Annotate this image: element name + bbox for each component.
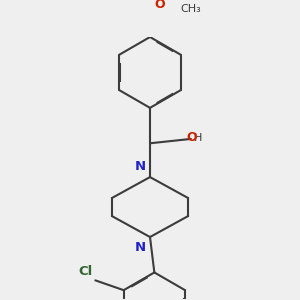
Text: O: O bbox=[154, 0, 165, 11]
Text: N: N bbox=[134, 242, 146, 254]
Text: CH₃: CH₃ bbox=[181, 4, 201, 14]
Text: H: H bbox=[194, 133, 202, 143]
Text: Cl: Cl bbox=[78, 265, 93, 278]
Text: O: O bbox=[187, 131, 197, 144]
Text: N: N bbox=[134, 160, 146, 173]
